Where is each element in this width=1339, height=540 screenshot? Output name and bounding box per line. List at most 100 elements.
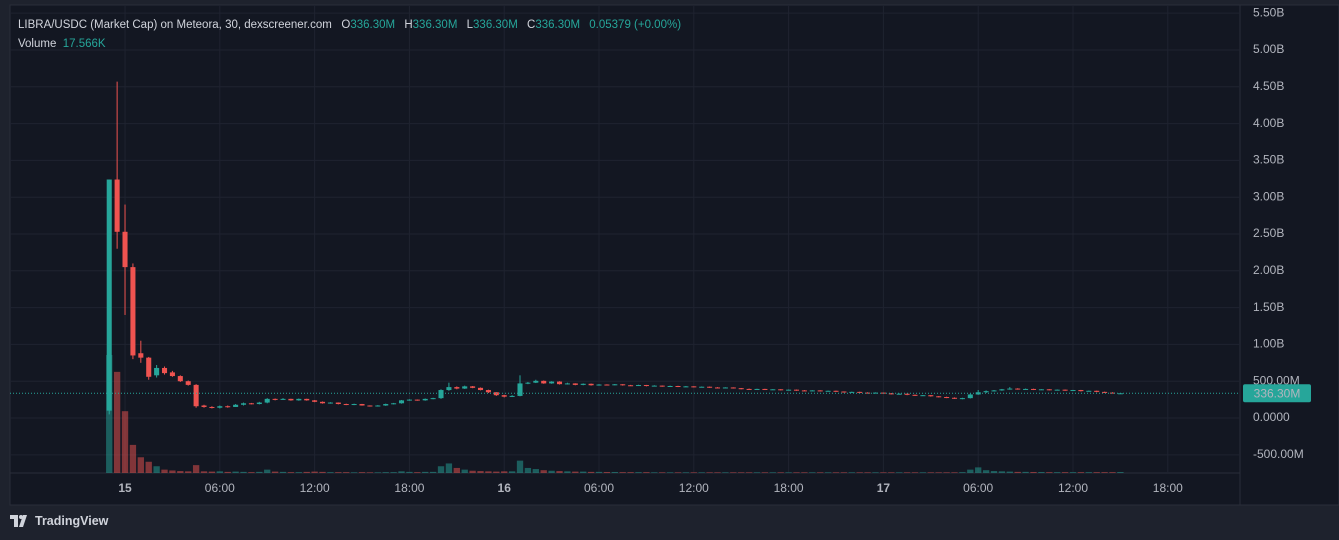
candle-body xyxy=(746,388,752,390)
volume-bar xyxy=(414,472,421,473)
volume-bar xyxy=(137,457,144,473)
candle-body xyxy=(1015,388,1021,390)
candle-body xyxy=(865,392,871,394)
candle-body xyxy=(209,406,215,408)
axes: -500.00M 0.0000 500.00M 1.00B 1.50B 2.00B 2.50… xyxy=(10,5,1311,495)
volume-bar xyxy=(698,472,705,473)
candle-body xyxy=(967,394,973,399)
candle-body xyxy=(1102,391,1108,393)
candle-body xyxy=(754,388,760,390)
y-tick-label: 5.50B xyxy=(1253,5,1284,19)
candle-body xyxy=(485,390,491,393)
legend-key: H xyxy=(404,19,413,31)
volume-bar xyxy=(556,471,563,473)
volume-bar xyxy=(903,472,911,473)
candle-body xyxy=(659,385,665,387)
candle-body xyxy=(999,389,1005,391)
candle-body xyxy=(1054,389,1060,391)
y-tick-label: 1.00B xyxy=(1253,337,1284,351)
volume-bar xyxy=(232,471,239,473)
volume-bar xyxy=(390,472,397,473)
volume-bar xyxy=(872,472,879,473)
candle-body xyxy=(817,390,823,392)
last-price-label: 336.30M xyxy=(1254,386,1301,400)
candle-body xyxy=(533,380,539,383)
y-tick-label: 4.00B xyxy=(1253,116,1284,130)
candle-body xyxy=(691,386,697,388)
volume-bar xyxy=(350,472,358,473)
candle-body xyxy=(225,406,231,408)
volume-bar xyxy=(358,472,366,473)
candle-body xyxy=(233,404,239,407)
x-tick-label: 17 xyxy=(877,481,891,495)
volume-bar xyxy=(856,472,863,473)
volume-bar xyxy=(888,472,895,473)
volume-bar xyxy=(548,470,555,473)
volume-bar xyxy=(1069,472,1077,473)
volume-bar xyxy=(627,472,634,473)
volume-bar xyxy=(516,460,524,473)
volume-bar xyxy=(840,472,848,473)
volume-bar xyxy=(161,469,168,473)
candle-body xyxy=(683,386,689,388)
volume-bar xyxy=(192,465,200,473)
candle-body xyxy=(304,398,310,401)
x-tick-label: 18:00 xyxy=(394,481,424,495)
last-price-tag xyxy=(1243,384,1311,403)
candle-body xyxy=(193,384,199,407)
candle-body xyxy=(896,393,902,395)
x-tick-label: 06:00 xyxy=(963,481,993,495)
volume-bar xyxy=(1006,471,1013,473)
y-tick-label: 500.00M xyxy=(1253,373,1300,387)
chart-panel xyxy=(9,4,1339,506)
volume-bar xyxy=(1054,472,1061,473)
candle-body xyxy=(122,231,128,268)
candle-body xyxy=(240,403,247,405)
volume-bar xyxy=(864,472,871,473)
volume-bar xyxy=(817,472,824,473)
candle-body xyxy=(185,381,191,385)
volume-bar xyxy=(335,472,342,473)
volume-bar xyxy=(406,471,413,473)
x-tick-label: 12:00 xyxy=(300,481,330,495)
volume-bar xyxy=(603,471,611,473)
candle-body xyxy=(643,385,649,387)
volume-bar xyxy=(1109,472,1116,473)
candle-body xyxy=(438,390,444,399)
volume-bar xyxy=(785,472,792,473)
volume-bar xyxy=(508,471,516,473)
y-tick-label: -500.00M xyxy=(1253,447,1304,461)
volume-bar xyxy=(311,471,318,473)
volume-bar xyxy=(477,471,484,473)
volume-bar xyxy=(121,411,129,473)
x-tick-label: 18:00 xyxy=(1153,481,1183,495)
volume-bar xyxy=(896,472,903,473)
volume-bar xyxy=(730,472,737,473)
candle-body xyxy=(154,367,160,376)
candle-body xyxy=(580,383,586,385)
volume-bar xyxy=(437,466,445,473)
candles xyxy=(106,81,1123,415)
volume-bar xyxy=(279,471,287,473)
volume-bar xyxy=(169,470,176,473)
legend-key: C xyxy=(527,19,536,31)
candle-body xyxy=(738,388,744,390)
volume-bar xyxy=(982,470,990,473)
candle-body xyxy=(359,404,365,406)
candle-body xyxy=(762,388,768,390)
volume-bar xyxy=(200,471,208,473)
x-tick-label: 15 xyxy=(118,481,132,495)
volume-bar xyxy=(793,472,800,473)
candle-body xyxy=(1038,389,1044,391)
y-tick-label: 1.50B xyxy=(1253,300,1284,314)
candle-body xyxy=(793,389,800,391)
candle-body xyxy=(383,404,389,406)
candle-body xyxy=(928,395,934,397)
volume-bar xyxy=(666,472,674,473)
brand[interactable]: TradingView xyxy=(10,514,108,528)
volume-bar xyxy=(714,472,721,473)
volume-bar xyxy=(745,472,753,473)
volume-bar xyxy=(177,471,184,473)
candle-body xyxy=(936,396,942,398)
